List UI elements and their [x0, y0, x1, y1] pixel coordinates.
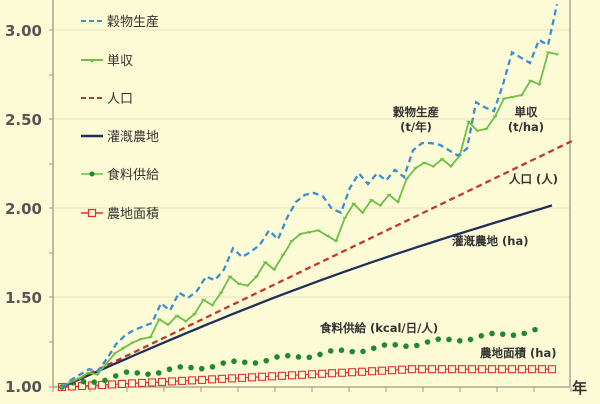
legend-label: 灌漑農地: [107, 130, 159, 145]
series-layer: [57, 4, 576, 392]
annotations: 穀物生産 (t/年) 単収 (t/ha) 人口 (人) 灌漑農地 (ha) 食料…: [320, 105, 558, 360]
legend-label: 農地面積: [107, 207, 159, 222]
annotation-grain-unit: (t/年): [400, 120, 432, 134]
series-農地面積: [57, 365, 557, 392]
annotation-food: 食料供給 (kcal/日/人): [320, 321, 438, 335]
series-食料供給: [59, 326, 538, 390]
annotation-population: 人口 (人): [509, 172, 558, 186]
series-穀物生産: [61, 4, 559, 388]
series-人口: [61, 138, 576, 389]
legend-item-food[interactable]: 食料供給: [81, 167, 159, 183]
y-minor-ticks: [49, 29, 53, 388]
legend-item-grain[interactable]: 穀物生産: [81, 14, 159, 30]
legend-label: 食料供給: [107, 167, 159, 183]
y-tick-label: 2.00: [5, 200, 42, 218]
legend-label: 穀物生産: [107, 14, 159, 30]
y-tick-label: 3.00: [5, 22, 42, 40]
y-tick-labels: 3.00 2.50 2.00 1.50 1.00: [5, 22, 42, 396]
legend-item-farmland[interactable]: 農地面積: [81, 207, 159, 222]
y-tick-label: 2.50: [5, 111, 42, 129]
annotation-irrigation: 灌漑農地 (ha): [452, 234, 528, 248]
annotation-farmland: 農地面積 (ha): [480, 346, 556, 360]
legend-item-irrigation[interactable]: 灌漑農地: [81, 130, 159, 145]
annotation-yield-unit: (t/ha): [508, 120, 544, 134]
y-tick-label: 1.00: [5, 378, 42, 396]
annotation-yield: 単収: [515, 105, 538, 119]
annotation-grain: 穀物生産: [392, 105, 439, 119]
y-tick-label: 1.50: [5, 289, 42, 307]
legend-label: 単収: [107, 53, 133, 69]
x-axis-label: 年: [572, 379, 587, 397]
series-単収: [59, 51, 560, 389]
legend-label: 人口: [107, 92, 133, 107]
legend-item-yield[interactable]: 単収: [81, 53, 133, 69]
gridlines: [53, 29, 570, 298]
legend-item-population[interactable]: 人口: [81, 92, 133, 107]
series-灌漑農地: [61, 204, 553, 389]
legend: 穀物生産 単収 人口 灌漑農地 食料供給: [81, 14, 159, 222]
